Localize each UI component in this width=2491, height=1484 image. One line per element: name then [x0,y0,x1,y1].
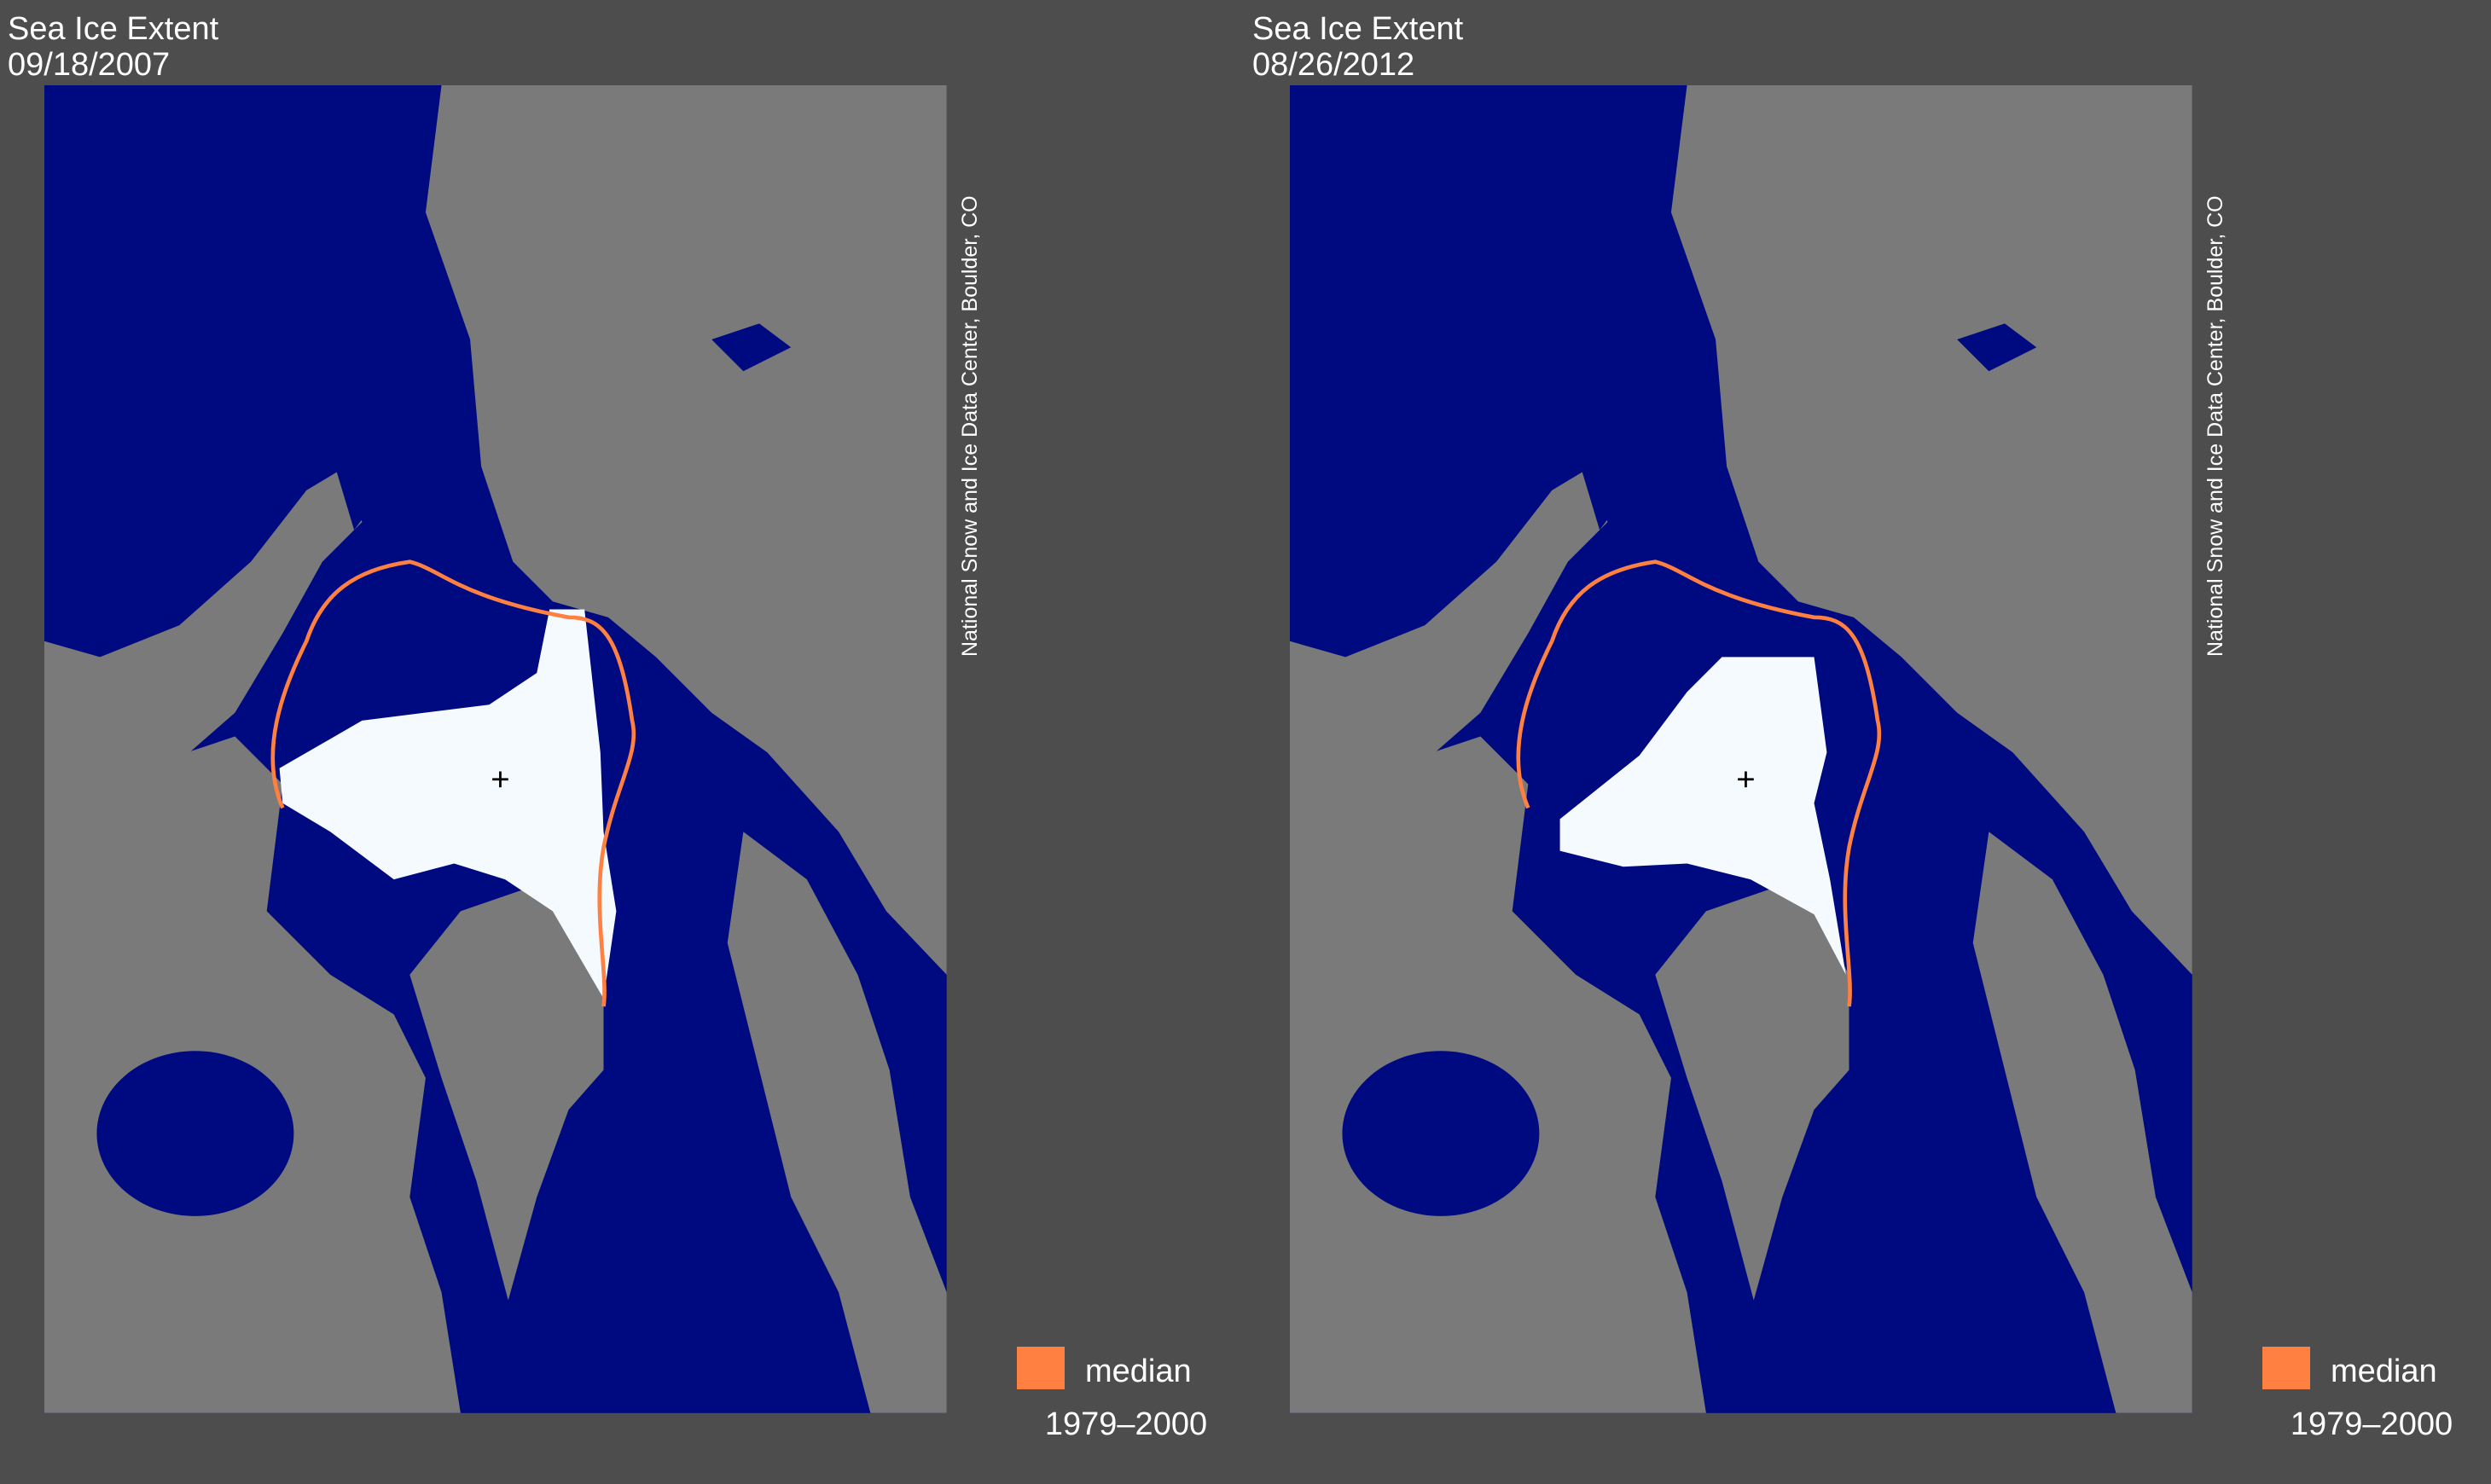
panel: Sea Ice Extent 09/18/2007 National Snow … [8,11,1207,1442]
panel-title: Sea Ice Extent [1252,11,1464,47]
panel: Sea Ice Extent 08/26/2012 National Snow … [1252,11,2453,1442]
panel-date: 09/18/2007 [8,47,170,83]
map [1290,85,2192,1413]
legend-range: 1979–2000 [2291,1406,2453,1442]
panel-title: Sea Ice Extent [8,11,219,47]
credit: National Snow and Ice Data Center, Bould… [958,195,982,657]
legend-swatch [1017,1347,1065,1389]
map [44,85,947,1413]
credit: National Snow and Ice Data Center, Bould… [2204,195,2227,657]
legend-range: 1979–2000 [1045,1406,1207,1442]
panel-date: 08/26/2012 [1252,47,1414,83]
legend-label: median [2331,1354,2437,1389]
legend-swatch [2262,1347,2310,1389]
legend-label: median [1085,1354,1192,1389]
